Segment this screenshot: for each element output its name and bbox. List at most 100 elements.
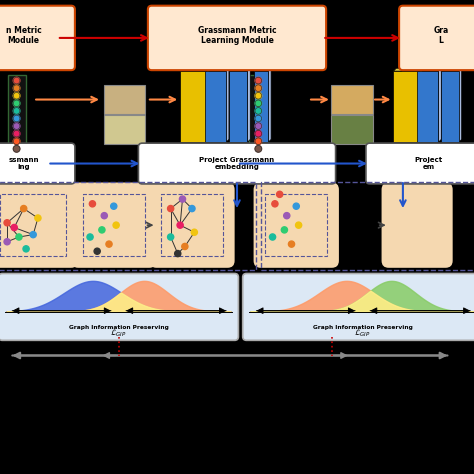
Circle shape xyxy=(13,130,20,137)
Circle shape xyxy=(13,138,20,145)
Text: $\mathcal{L}_{GIP}$: $\mathcal{L}_{GIP}$ xyxy=(110,328,127,339)
Circle shape xyxy=(293,203,300,210)
Circle shape xyxy=(87,234,93,240)
Polygon shape xyxy=(254,68,271,71)
Circle shape xyxy=(189,206,195,212)
Polygon shape xyxy=(441,71,459,142)
Text: Project
em: Project em xyxy=(415,157,443,170)
Polygon shape xyxy=(205,71,226,142)
Text: Graph Information Preserving: Graph Information Preserving xyxy=(69,325,168,329)
Circle shape xyxy=(255,123,262,129)
FancyBboxPatch shape xyxy=(249,75,268,160)
FancyBboxPatch shape xyxy=(71,182,156,268)
Polygon shape xyxy=(459,68,462,142)
Text: Gra
L: Gra L xyxy=(433,26,448,45)
Circle shape xyxy=(110,203,117,210)
Circle shape xyxy=(255,92,262,99)
Circle shape xyxy=(13,85,20,91)
Circle shape xyxy=(296,222,301,228)
Circle shape xyxy=(283,212,290,219)
Circle shape xyxy=(177,222,183,228)
FancyBboxPatch shape xyxy=(104,85,145,114)
FancyBboxPatch shape xyxy=(148,6,326,70)
Text: Project Grassmann
embedding: Project Grassmann embedding xyxy=(200,157,274,170)
Polygon shape xyxy=(438,68,441,142)
FancyBboxPatch shape xyxy=(331,85,373,114)
Polygon shape xyxy=(206,68,209,142)
Circle shape xyxy=(13,100,20,107)
Text: ssmann
ing: ssmann ing xyxy=(9,157,39,170)
FancyBboxPatch shape xyxy=(399,6,474,70)
Polygon shape xyxy=(180,71,206,142)
Circle shape xyxy=(16,234,22,240)
Text: n Metric
Module: n Metric Module xyxy=(6,26,42,45)
Circle shape xyxy=(288,241,295,247)
Circle shape xyxy=(23,246,29,252)
Circle shape xyxy=(4,219,10,226)
Polygon shape xyxy=(417,68,441,71)
Circle shape xyxy=(13,146,20,152)
Polygon shape xyxy=(419,68,422,142)
Circle shape xyxy=(272,201,278,207)
Circle shape xyxy=(89,201,96,207)
Polygon shape xyxy=(180,68,209,71)
Circle shape xyxy=(277,191,283,197)
Circle shape xyxy=(269,234,276,240)
Circle shape xyxy=(175,250,181,256)
Polygon shape xyxy=(268,68,271,142)
FancyBboxPatch shape xyxy=(382,182,453,268)
Polygon shape xyxy=(254,71,268,142)
FancyBboxPatch shape xyxy=(254,182,339,268)
FancyBboxPatch shape xyxy=(149,182,235,268)
FancyBboxPatch shape xyxy=(331,115,373,144)
Circle shape xyxy=(255,130,262,137)
Text: Graph Information Preserving: Graph Information Preserving xyxy=(313,325,412,329)
Circle shape xyxy=(255,146,262,152)
Circle shape xyxy=(94,248,100,254)
Polygon shape xyxy=(393,71,419,142)
Polygon shape xyxy=(205,68,229,71)
Circle shape xyxy=(255,108,262,114)
Circle shape xyxy=(30,232,36,237)
Polygon shape xyxy=(393,68,422,71)
Polygon shape xyxy=(247,68,250,142)
Polygon shape xyxy=(226,68,229,142)
Circle shape xyxy=(13,77,20,84)
Text: $\mathcal{L}_{GIP}$: $\mathcal{L}_{GIP}$ xyxy=(355,328,371,339)
Circle shape xyxy=(99,227,105,233)
Polygon shape xyxy=(229,68,250,71)
Circle shape xyxy=(281,227,287,233)
Circle shape xyxy=(113,222,119,228)
FancyBboxPatch shape xyxy=(104,115,145,144)
Circle shape xyxy=(168,234,173,240)
Circle shape xyxy=(101,212,107,219)
Circle shape xyxy=(106,241,112,247)
FancyBboxPatch shape xyxy=(0,143,75,184)
Circle shape xyxy=(191,229,197,236)
Circle shape xyxy=(182,244,188,249)
Circle shape xyxy=(13,92,20,99)
Circle shape xyxy=(255,85,262,91)
Polygon shape xyxy=(417,71,438,142)
Circle shape xyxy=(21,206,27,212)
Circle shape xyxy=(179,196,186,202)
Circle shape xyxy=(255,100,262,107)
Polygon shape xyxy=(229,71,247,142)
FancyBboxPatch shape xyxy=(0,182,78,268)
Circle shape xyxy=(11,224,18,230)
Circle shape xyxy=(4,238,10,245)
Circle shape xyxy=(13,123,20,129)
FancyBboxPatch shape xyxy=(0,6,75,70)
Circle shape xyxy=(255,77,262,84)
FancyBboxPatch shape xyxy=(8,75,26,160)
Circle shape xyxy=(35,215,41,221)
Circle shape xyxy=(255,115,262,122)
FancyBboxPatch shape xyxy=(0,273,238,340)
Circle shape xyxy=(168,206,173,212)
Circle shape xyxy=(13,108,20,114)
Circle shape xyxy=(13,115,20,122)
Circle shape xyxy=(255,138,262,145)
Polygon shape xyxy=(441,68,462,71)
FancyBboxPatch shape xyxy=(243,273,474,340)
FancyBboxPatch shape xyxy=(138,143,336,184)
